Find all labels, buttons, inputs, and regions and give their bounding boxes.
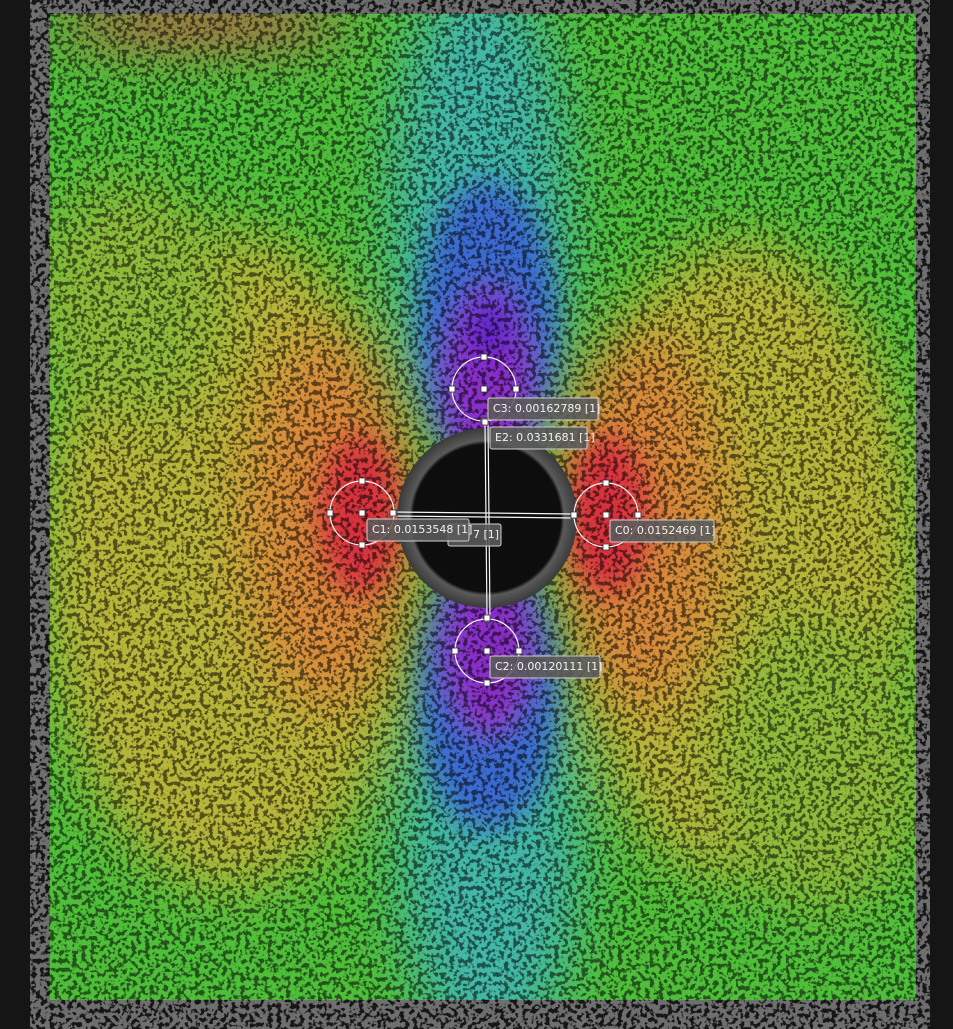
handle[interactable] — [327, 510, 333, 516]
annotation-text: 7 [1] — [473, 528, 499, 541]
handle[interactable] — [603, 544, 609, 550]
annotation-text: C1: 0.0153548 [1] — [372, 523, 472, 536]
page: {"annotations": [ {"label": "C3: 0.00162… — [0, 0, 953, 1029]
handle[interactable] — [449, 386, 455, 392]
handle[interactable] — [359, 542, 365, 548]
handle[interactable] — [571, 512, 577, 518]
handle[interactable] — [513, 386, 519, 392]
handle[interactable] — [482, 419, 488, 425]
annotation[interactable]: E2: 0.0331681 [1] — [490, 427, 595, 449]
handle[interactable] — [484, 615, 490, 621]
handle[interactable] — [635, 512, 641, 518]
handle[interactable] — [481, 354, 487, 360]
handle[interactable] — [481, 386, 487, 392]
handle[interactable] — [359, 478, 365, 484]
handle[interactable] — [603, 480, 609, 486]
annotation[interactable]: C2: 0.00120111 [1] — [490, 656, 602, 678]
annotation-text: C0: 0.0152469 [1] — [615, 524, 715, 537]
annotation[interactable]: C0: 0.0152469 [1] — [610, 520, 715, 542]
handle[interactable] — [452, 648, 458, 654]
handle[interactable] — [359, 510, 365, 516]
handle[interactable] — [516, 648, 522, 654]
annotation[interactable]: C1: 0.0153548 [1] — [367, 519, 472, 541]
annotation-text: C3: 0.00162789 [1] — [493, 402, 600, 415]
handle[interactable] — [390, 510, 396, 516]
annotation-text: C2: 0.00120111 [1] — [495, 660, 602, 673]
strain-field-view: C3: 0.00162789 [1] E2: 0.0331681 [1] 7 [1]… — [0, 0, 953, 1029]
handle[interactable] — [484, 680, 490, 686]
annotation-text: E2: 0.0331681 [1] — [495, 431, 595, 444]
handle[interactable] — [603, 512, 609, 518]
handle[interactable] — [484, 648, 490, 654]
annotation[interactable]: C3: 0.00162789 [1] — [488, 398, 600, 420]
